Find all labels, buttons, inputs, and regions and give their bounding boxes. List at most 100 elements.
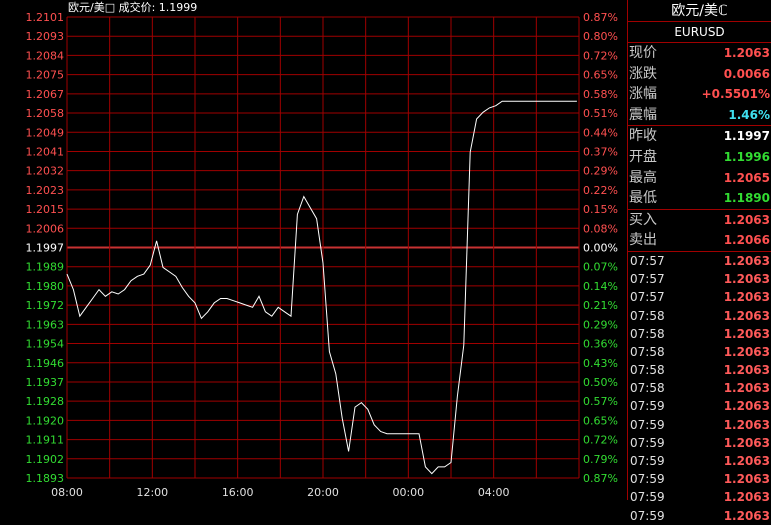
price-tick-label: 1.2093 bbox=[26, 30, 65, 43]
percent-tick-label: 0.87% bbox=[583, 11, 618, 24]
instrument-name: 欧元/美ℂ bbox=[628, 0, 771, 22]
trade-time: 07:59 bbox=[630, 399, 665, 414]
trade-row: 07:58 1.2063 bbox=[628, 361, 771, 379]
trade-price: 1.2063 bbox=[723, 308, 770, 323]
trade-row: 07:58 1.2063 bbox=[628, 343, 771, 361]
bidask-row-label: 买入 bbox=[629, 211, 657, 228]
trade-time: 07:58 bbox=[630, 344, 665, 359]
percent-tick-label: 0.65% bbox=[583, 414, 618, 427]
price-tick-label: 1.1902 bbox=[26, 453, 65, 466]
trade-row: 07:59 1.2063 bbox=[628, 470, 771, 488]
price-tick-label: 1.2075 bbox=[26, 69, 65, 82]
percent-tick-label: 0.57% bbox=[583, 395, 618, 408]
price-tick-label: 1.2006 bbox=[26, 222, 65, 235]
trade-price: 1.2063 bbox=[723, 508, 770, 523]
trade-time: 07:59 bbox=[630, 490, 665, 505]
percent-tick-label: 0.43% bbox=[583, 357, 618, 370]
time-tick-label: 08:00 bbox=[51, 486, 83, 499]
price-tick-label: 1.2084 bbox=[26, 49, 65, 62]
quote-row: 震幅 1.46% bbox=[628, 105, 771, 126]
trade-row: 07:59 1.2063 bbox=[628, 397, 771, 415]
price-tick-label: 1.1972 bbox=[26, 299, 65, 312]
trade-price: 1.2063 bbox=[723, 399, 770, 414]
quote-row: 涨跌 0.0066 bbox=[628, 64, 771, 85]
percent-tick-label: 0.58% bbox=[583, 88, 618, 101]
trade-ticks[interactable]: 07:57 1.2063 07:57 1.2063 07:57 1.2063 07:58 1.… bbox=[628, 252, 771, 525]
time-axis: 08:00 12:00 16:00 20:00 00:00 04:00 bbox=[51, 486, 509, 499]
trade-time: 07:58 bbox=[630, 326, 665, 341]
trade-price: 1.2063 bbox=[723, 490, 770, 505]
quote-panel: 欧元/美ℂ EURUSD 现价 1.2063 涨跌 0.0066 涨幅 +0.5501% 震… bbox=[627, 0, 771, 523]
percent-tick-label: 0.44% bbox=[583, 126, 618, 139]
trade-price: 1.2063 bbox=[723, 435, 770, 450]
percent-tick-label: 0.15% bbox=[583, 203, 618, 216]
price-tick-label: 1.1928 bbox=[26, 395, 65, 408]
percent-tick-label: 0.65% bbox=[583, 69, 618, 82]
trade-time: 07:58 bbox=[630, 363, 665, 378]
trade-price: 1.2063 bbox=[723, 381, 770, 396]
trade-time: 07:57 bbox=[630, 253, 665, 268]
percent-tick-label: 0.87% bbox=[583, 472, 618, 485]
percent-tick-label: 0.29% bbox=[583, 318, 618, 331]
time-tick-label: 16:00 bbox=[222, 486, 254, 499]
quote-row-label: 涨幅 bbox=[629, 86, 657, 103]
percent-tick-label: 0.72% bbox=[583, 434, 618, 447]
quote-row-label: 涨跌 bbox=[629, 65, 657, 82]
trade-time: 07:57 bbox=[630, 272, 665, 287]
price-tick-label: 1.2023 bbox=[26, 184, 65, 197]
price-tick-label: 1.1989 bbox=[26, 261, 65, 274]
price-tick-label: 1.1920 bbox=[26, 414, 65, 427]
percent-tick-label: 0.50% bbox=[583, 376, 618, 389]
price-chart[interactable]: 1.2101 1.2093 1.2084 1.2075 1.2067 1.2058 1.20… bbox=[0, 0, 627, 500]
price-tick-label: 1.2032 bbox=[26, 165, 65, 178]
price-tick-label: 1.1946 bbox=[26, 357, 65, 370]
percent-tick-label: 0.51% bbox=[583, 107, 618, 120]
percent-axis: 0.87% 0.80% 0.72% 0.65% 0.58% 0.51% 0.44% 0.37%… bbox=[583, 11, 618, 485]
trade-row: 07:59 1.2063 bbox=[628, 452, 771, 470]
percent-tick-label: 0.00% bbox=[583, 242, 618, 255]
trade-time: 07:58 bbox=[630, 308, 665, 323]
price-tick-label: 1.1937 bbox=[26, 376, 65, 389]
price-line bbox=[66, 100, 577, 475]
trade-time: 07:58 bbox=[630, 381, 665, 396]
trade-price: 1.2063 bbox=[723, 290, 770, 305]
percent-tick-label: 0.21% bbox=[583, 299, 618, 312]
trade-price: 1.2063 bbox=[723, 272, 770, 287]
trade-time: 07:59 bbox=[630, 435, 665, 450]
ohlc-row: 最低 1.1890 bbox=[628, 188, 771, 209]
quote-row-value: 1.2063 bbox=[723, 46, 770, 60]
time-tick-label: 12:00 bbox=[136, 486, 168, 499]
ohlc-row-label: 开盘 bbox=[629, 148, 657, 165]
quote-rows: 现价 1.2063 涨跌 0.0066 涨幅 +0.5501% 震幅 1.46% bbox=[628, 43, 771, 125]
trade-time: 07:59 bbox=[630, 508, 665, 523]
trade-time: 07:57 bbox=[630, 290, 665, 305]
trade-price: 1.2063 bbox=[723, 472, 770, 487]
instrument-symbol: EURUSD bbox=[628, 22, 771, 43]
percent-tick-label: 0.80% bbox=[583, 30, 618, 43]
quote-row-value: +0.5501% bbox=[701, 87, 770, 102]
ohlc-row-label: 最高 bbox=[629, 169, 657, 186]
bidask-row: 买入 1.2063 bbox=[628, 210, 771, 231]
quote-row-value: 1.46% bbox=[728, 107, 770, 122]
price-tick-label: 1.1954 bbox=[26, 338, 65, 351]
price-tick-label: 1.2067 bbox=[26, 88, 65, 101]
price-tick-label: 1.2058 bbox=[26, 107, 65, 120]
trade-price: 1.2063 bbox=[723, 363, 770, 378]
trade-price: 1.2063 bbox=[723, 326, 770, 341]
ohlc-row-label: 昨收 bbox=[629, 128, 657, 145]
quote-row-label: 震幅 bbox=[629, 106, 657, 123]
trade-row: 07:59 1.2063 bbox=[628, 488, 771, 506]
trade-price: 1.2063 bbox=[723, 417, 770, 432]
percent-tick-label: 0.07% bbox=[583, 261, 618, 274]
ohlc-row: 昨收 1.1997 bbox=[628, 126, 771, 147]
trade-row: 07:59 1.2063 bbox=[628, 434, 771, 452]
bidask-row-value: 1.2063 bbox=[723, 212, 770, 227]
price-tick-label: 1.1997 bbox=[26, 242, 65, 255]
bidask-row: 卖出 1.2066 bbox=[628, 230, 771, 251]
trade-row: 07:57 1.2063 bbox=[628, 288, 771, 306]
ohlc-row: 最高 1.2065 bbox=[628, 168, 771, 189]
trade-time: 07:59 bbox=[630, 454, 665, 468]
trade-price: 1.2063 bbox=[723, 344, 770, 359]
percent-tick-label: 0.22% bbox=[583, 184, 618, 197]
trade-price: 1.2063 bbox=[723, 454, 770, 468]
